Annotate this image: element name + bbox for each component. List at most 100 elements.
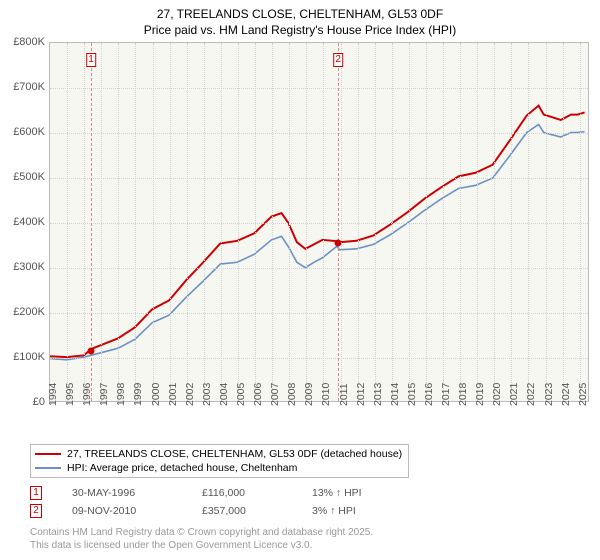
- gridline-v: [358, 43, 359, 401]
- gridline-v: [426, 43, 427, 401]
- y-tick-label: £400K: [5, 216, 45, 228]
- gridline-h: [50, 133, 588, 134]
- gridline-h: [50, 88, 588, 89]
- gridline-h: [50, 358, 588, 359]
- chart: £0£100K£200K£300K£400K£500K£600K£700K£80…: [5, 42, 595, 442]
- sale-delta: 13% ↑ HPI: [312, 487, 442, 499]
- footer-attribution: Contains HM Land Registry data © Crown c…: [30, 526, 600, 552]
- y-tick-label: £500K: [5, 171, 45, 183]
- gridline-v: [511, 43, 512, 401]
- gridline-v: [101, 43, 102, 401]
- sale-price: £116,000: [202, 487, 312, 499]
- gridline-v: [580, 43, 581, 401]
- x-tick-label: 2006: [252, 383, 264, 406]
- marker-dot: [335, 239, 342, 246]
- x-tick-label: 2018: [457, 383, 469, 406]
- y-tick-label: £300K: [5, 261, 45, 273]
- gridline-v: [84, 43, 85, 401]
- x-tick-label: 2011: [338, 384, 350, 407]
- x-tick-label: 2019: [474, 383, 486, 406]
- y-tick-label: £600K: [5, 126, 45, 138]
- gridline-v: [460, 43, 461, 401]
- gridline-v: [528, 43, 529, 401]
- gridline-v: [255, 43, 256, 401]
- sales-table: 130-MAY-1996£116,00013% ↑ HPI209-NOV-201…: [30, 484, 600, 520]
- gridline-v: [204, 43, 205, 401]
- x-tick-label: 2013: [372, 383, 384, 406]
- chart-title: 27, TREELANDS CLOSE, CHELTENHAM, GL53 0D…: [0, 0, 600, 42]
- x-tick-label: 2024: [560, 383, 572, 406]
- gridline-v: [546, 43, 547, 401]
- x-tick-label: 2017: [440, 383, 452, 406]
- x-tick-label: 2014: [389, 383, 401, 406]
- legend-swatch: [35, 453, 61, 455]
- sale-delta: 3% ↑ HPI: [312, 505, 442, 517]
- x-tick-label: 2001: [167, 383, 179, 406]
- x-tick-label: 2007: [269, 383, 281, 406]
- gridline-h: [50, 223, 588, 224]
- gridline-h: [50, 268, 588, 269]
- gridline-v: [443, 43, 444, 401]
- lines-layer: [50, 43, 588, 401]
- series-line: [50, 106, 585, 357]
- sale-badge: 1: [30, 486, 42, 500]
- plot-area: 12: [49, 42, 589, 402]
- x-tick-label: 1997: [98, 383, 110, 406]
- x-tick-label: 1996: [81, 383, 93, 406]
- gridline-v: [170, 43, 171, 401]
- title-line-1: 27, TREELANDS CLOSE, CHELTENHAM, GL53 0D…: [0, 6, 600, 22]
- gridline-h: [50, 313, 588, 314]
- marker-label: 1: [86, 53, 96, 67]
- x-tick-label: 1995: [64, 383, 76, 406]
- gridline-v: [118, 43, 119, 401]
- sale-row: 130-MAY-1996£116,00013% ↑ HPI: [30, 484, 600, 502]
- gridline-v: [409, 43, 410, 401]
- x-tick-label: 2008: [286, 383, 298, 406]
- x-tick-label: 2005: [235, 383, 247, 406]
- gridline-v: [272, 43, 273, 401]
- y-tick-label: £200K: [5, 306, 45, 318]
- gridline-v: [392, 43, 393, 401]
- gridline-v: [289, 43, 290, 401]
- y-tick-label: £800K: [5, 36, 45, 48]
- y-tick-label: £700K: [5, 81, 45, 93]
- x-tick-label: 2023: [543, 383, 555, 406]
- gridline-v: [477, 43, 478, 401]
- legend-swatch: [35, 467, 61, 469]
- gridline-v: [563, 43, 564, 401]
- gridline-v: [221, 43, 222, 401]
- legend: 27, TREELANDS CLOSE, CHELTENHAM, GL53 0D…: [30, 444, 409, 478]
- marker-label: 2: [333, 53, 343, 67]
- gridline-v: [323, 43, 324, 401]
- marker-vline: [338, 43, 339, 401]
- x-tick-label: 2016: [423, 383, 435, 406]
- sale-badge: 2: [30, 504, 42, 518]
- x-tick-label: 2021: [508, 383, 520, 406]
- footer-line-2: This data is licensed under the Open Gov…: [30, 539, 600, 552]
- title-line-2: Price paid vs. HM Land Registry's House …: [0, 22, 600, 38]
- x-tick-label: 2002: [184, 383, 196, 406]
- gridline-h: [50, 178, 588, 179]
- gridline-v: [187, 43, 188, 401]
- x-tick-label: 2012: [355, 383, 367, 406]
- legend-item: HPI: Average price, detached house, Chel…: [35, 461, 402, 475]
- gridline-v: [67, 43, 68, 401]
- gridline-v: [153, 43, 154, 401]
- x-tick-label: 2022: [525, 383, 537, 406]
- gridline-v: [306, 43, 307, 401]
- gridline-v: [494, 43, 495, 401]
- marker-dot: [88, 348, 95, 355]
- x-tick-label: 2025: [577, 383, 589, 406]
- sale-row: 2 09-NOV-2010£357,0003% ↑ HPI: [30, 502, 600, 520]
- x-tick-label: 2020: [491, 383, 503, 406]
- sale-price: £357,000: [202, 505, 312, 517]
- legend-label: HPI: Average price, detached house, Chel…: [67, 462, 297, 474]
- footer-line-1: Contains HM Land Registry data © Crown c…: [30, 526, 600, 539]
- sale-date: 09-NOV-2010: [72, 505, 202, 517]
- x-tick-label: 1999: [132, 383, 144, 406]
- x-tick-label: 1994: [47, 383, 59, 406]
- x-tick-label: 2010: [320, 383, 332, 406]
- legend-item: 27, TREELANDS CLOSE, CHELTENHAM, GL53 0D…: [35, 447, 402, 461]
- x-tick-label: 2004: [218, 383, 230, 406]
- gridline-v: [375, 43, 376, 401]
